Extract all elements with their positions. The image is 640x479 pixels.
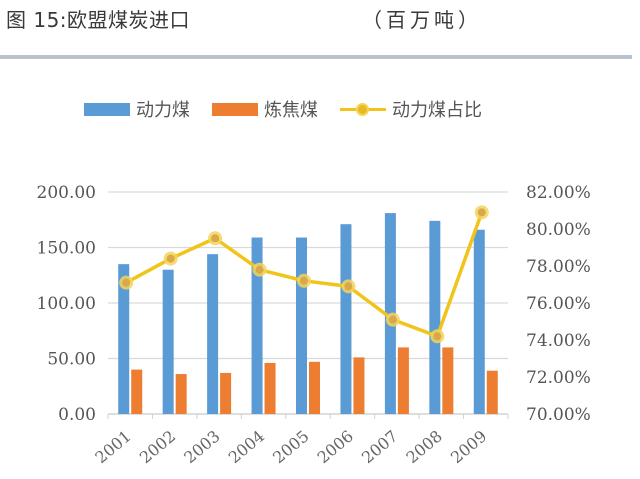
bar-thermal-coal — [118, 264, 130, 414]
left-axis-tick: 0.00 — [58, 405, 96, 425]
left-axis-tick: 150.00 — [37, 239, 96, 259]
line-marker-core — [255, 265, 264, 274]
line-marker-core — [211, 234, 220, 243]
bar-coking-coal — [309, 361, 320, 414]
bar-thermal-coal — [207, 254, 219, 414]
x-axis-label: 2007 — [358, 427, 401, 468]
x-axis-label: 2005 — [269, 427, 312, 468]
bar-coking-coal — [264, 362, 276, 414]
legend-label: 动力煤占比 — [392, 100, 482, 121]
right-axis-tick: 76.00% — [526, 294, 591, 314]
x-axis-label: 2004 — [225, 427, 268, 468]
x-axis-label: 2006 — [314, 427, 357, 468]
bar-thermal-coal — [296, 237, 307, 414]
left-axis-tick: 200.00 — [37, 183, 96, 203]
legend-swatch-orange — [212, 102, 258, 116]
line-marker-core — [388, 315, 397, 324]
line-marker-core — [433, 332, 442, 341]
x-axis-label: 2003 — [180, 427, 223, 468]
right-axis-tick: 70.00% — [526, 405, 591, 425]
right-axis-tick: 82.00% — [526, 183, 591, 203]
right-axis-tick: 72.00% — [526, 368, 591, 388]
x-axis-label: 2001 — [91, 427, 134, 468]
left-axis-tick: 50.00 — [47, 350, 96, 370]
x-axis-label: 2008 — [402, 427, 445, 468]
bar-coking-coal — [442, 347, 454, 414]
x-axis-label: 2002 — [136, 427, 179, 468]
bar-thermal-coal — [251, 237, 263, 414]
right-axis-tick: 74.00% — [526, 331, 591, 351]
line-marker-core — [344, 282, 353, 291]
left-axis-tick: 100.00 — [37, 294, 96, 314]
legend-swatch-blue — [84, 102, 130, 116]
right-axis-tick: 80.00% — [526, 220, 591, 240]
bar-thermal-coal — [340, 224, 352, 414]
legend-label: 动力煤 — [136, 100, 190, 121]
line-marker-core — [122, 278, 131, 287]
x-axis-label: 2009 — [447, 427, 490, 468]
header-divider — [0, 55, 632, 59]
bar-coking-coal — [397, 347, 409, 414]
bar-thermal-coal — [162, 269, 174, 414]
unit-label: （百万吨） — [362, 8, 482, 32]
right-axis-tick: 78.00% — [526, 257, 591, 277]
bar-coking-coal — [131, 369, 143, 414]
legend-item-thermal-coal: 动力煤 — [84, 96, 190, 122]
legend-item-thermal-share: 动力煤占比 — [340, 96, 482, 122]
line-marker-core — [300, 276, 308, 285]
line-marker-core — [477, 208, 486, 217]
line-marker-core — [166, 254, 175, 263]
bar-coking-coal — [353, 357, 365, 414]
bar-coking-coal — [486, 370, 498, 414]
bar-thermal-coal — [473, 229, 485, 414]
legend-label: 炼焦煤 — [264, 100, 318, 121]
chart-title: 图 15:欧盟煤炭进口 — [6, 8, 191, 32]
legend-swatch-line — [340, 102, 386, 116]
bar-coking-coal — [220, 372, 232, 414]
legend-item-coking-coal: 炼焦煤 — [212, 96, 318, 122]
legend: 动力煤 炼焦煤 动力煤占比 — [84, 96, 504, 122]
bar-thermal-coal — [429, 220, 441, 414]
bar-coking-coal — [175, 374, 187, 414]
